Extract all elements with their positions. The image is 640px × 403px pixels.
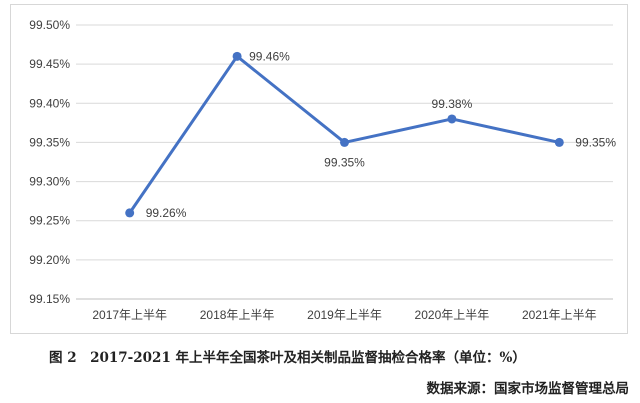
chart-frame: 99.15% 99.20% 99.25% 99.30% 99.35% 99.40% 99.4… [10,4,628,334]
line-chart: 99.15% 99.20% 99.25% 99.30% 99.35% 99.40% 99.4… [29,18,616,322]
data-point [447,114,457,124]
y-tick-label: 99.15% [29,292,70,306]
y-tick-label: 99.35% [29,135,70,149]
y-tick-label: 99.45% [29,57,70,71]
x-tick-label: 2018年上半年 [200,308,275,322]
data-point [340,137,349,147]
y-tick-label: 99.50% [29,18,70,32]
series-line [128,54,561,215]
x-tick-label: 2019年上半年 [307,308,382,322]
data-point [232,51,242,61]
x-tick-label: 2017年上半年 [92,308,167,322]
data-label: 99.35% [324,155,365,169]
data-label: 99.35% [575,135,616,149]
x-tick-label: 2021年上半年 [522,308,597,322]
data-point [125,208,135,218]
x-tick-label: 2020年上半年 [415,308,490,322]
y-tick-label: 99.30% [29,175,70,189]
data-source-note: 数据来源：国家市场监督管理总局 [426,381,630,397]
y-tick-label: 99.20% [29,253,70,267]
data-label: 99.46% [249,49,290,63]
data-point [554,137,564,147]
y-tick-label: 99.40% [29,96,70,110]
data-label: 99.26% [146,206,187,220]
data-label: 99.38% [432,97,473,111]
figure-caption: 图 2 2017-2021 年上半年全国茶叶及相关制品监督抽检合格率（单位：%） [49,350,526,366]
y-tick-label: 99.25% [29,214,70,228]
